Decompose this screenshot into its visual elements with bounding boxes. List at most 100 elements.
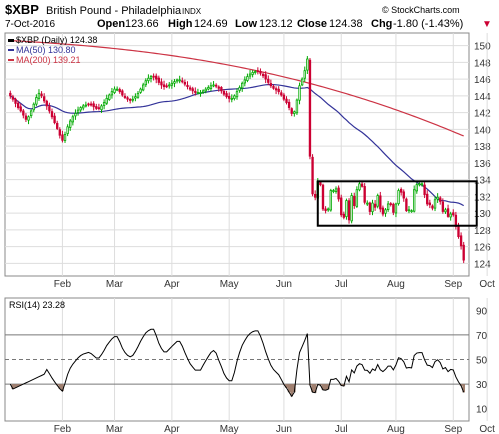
- candle-body: [222, 90, 226, 95]
- price-tick-label: 126: [474, 243, 491, 254]
- candle-body: [457, 225, 460, 238]
- price-tick-label: 144: [474, 92, 491, 103]
- candle-body: [115, 88, 119, 91]
- candle-body: [251, 71, 254, 75]
- candle-body: [217, 86, 220, 89]
- rsi-month-label: Sep: [444, 424, 462, 434]
- legend: $XBP (Daily) 124.38 MA(50) 130.80 MA(200…: [8, 35, 97, 65]
- candle-body: [272, 86, 275, 89]
- candle-body: [436, 196, 439, 200]
- candle-body: [248, 73, 252, 77]
- candle-body: [350, 195, 353, 222]
- candle-body: [113, 88, 116, 93]
- candle-body: [11, 96, 15, 100]
- rsi-month-label: Apr: [164, 424, 180, 434]
- candle-body: [295, 99, 299, 114]
- candle-body: [84, 104, 88, 107]
- candle-body: [45, 100, 48, 107]
- candle-body: [308, 59, 312, 157]
- candle-body: [40, 93, 43, 97]
- candle-body: [441, 201, 445, 212]
- candle-body: [462, 244, 465, 261]
- price-tick-label: 128: [474, 226, 491, 237]
- candle-body: [371, 202, 374, 213]
- candle-body: [267, 78, 270, 83]
- candle-body: [230, 97, 233, 100]
- ma200-legend-swatch: [8, 59, 14, 61]
- candle-body: [254, 71, 257, 73]
- month-label: Jun: [276, 279, 292, 290]
- rsi-month-label: Mar: [106, 424, 124, 434]
- open-value: 123.66: [125, 18, 159, 30]
- price-tick-label: 136: [474, 159, 491, 170]
- legend-ma50: MA(50) 130.80: [16, 45, 76, 55]
- price-tick-label: 134: [474, 176, 491, 187]
- x-axis-months: Feb Mar Apr May Jun Jul Aug Sep Oct: [54, 279, 495, 290]
- candle-body: [165, 85, 168, 88]
- candle-body: [225, 93, 228, 98]
- month-label: Apr: [164, 279, 180, 290]
- candle-body: [121, 90, 124, 96]
- candle-body: [196, 92, 200, 94]
- open-label: Open: [97, 18, 125, 30]
- candle-body: [353, 195, 356, 207]
- candle-body: [324, 208, 327, 212]
- candle-body: [14, 98, 17, 104]
- candle-body: [50, 111, 54, 118]
- candle-body: [426, 193, 429, 205]
- candle-body: [82, 105, 85, 109]
- candle-body: [32, 103, 35, 111]
- candle-body: [363, 186, 366, 203]
- candle-body: [183, 81, 187, 85]
- candle-body: [287, 101, 291, 108]
- candle-body: [306, 58, 309, 71]
- price-legend-swatch: [8, 39, 14, 42]
- candle-body: [155, 75, 158, 80]
- rsi-x-axis-months: Feb Mar Apr May Jun Jul Aug Sep Oct: [54, 424, 495, 434]
- candle-body: [386, 203, 390, 211]
- x-grid: [61, 33, 488, 276]
- candle-body: [379, 195, 382, 210]
- candle-body: [446, 208, 450, 217]
- candle-body: [243, 79, 246, 84]
- price-grid: [5, 45, 469, 264]
- candle-body: [303, 70, 306, 79]
- candle-body: [58, 129, 61, 136]
- candle-body: [27, 116, 30, 121]
- candle-body: [186, 84, 189, 88]
- candle-body: [274, 88, 278, 91]
- candle-body: [139, 88, 142, 93]
- price-tick-label: 146: [474, 75, 491, 86]
- candle-body: [35, 97, 38, 105]
- symbol-title: $XBP: [5, 2, 39, 17]
- candle-body: [128, 99, 132, 101]
- candle-body: [95, 106, 98, 109]
- candle-body: [397, 190, 400, 205]
- candle-body: [300, 78, 304, 86]
- candle-body: [152, 75, 155, 78]
- candle-body: [389, 203, 392, 206]
- candle-body: [24, 115, 28, 120]
- month-label: Oct: [479, 279, 495, 290]
- legend-price: $XBP (Daily) 124.38: [16, 35, 97, 45]
- candle-body: [269, 83, 273, 87]
- watermark: © StockCharts.com: [382, 5, 460, 15]
- candle-body: [126, 97, 129, 100]
- price-tick-label: 140: [474, 125, 491, 136]
- candle-body: [327, 208, 330, 211]
- candle-body: [63, 133, 67, 141]
- candle-body: [162, 84, 166, 88]
- month-label: Feb: [54, 279, 72, 290]
- candle-body: [105, 97, 108, 104]
- candle-body: [228, 95, 231, 99]
- rsi-label: RSI(14) 23.28: [9, 300, 65, 310]
- candle-body: [282, 94, 286, 100]
- candle-body: [298, 85, 301, 101]
- candle-body: [170, 82, 174, 86]
- candle-body: [410, 210, 413, 213]
- candle-body: [142, 84, 145, 91]
- month-label: Jul: [335, 279, 348, 290]
- candle-body: [264, 74, 267, 80]
